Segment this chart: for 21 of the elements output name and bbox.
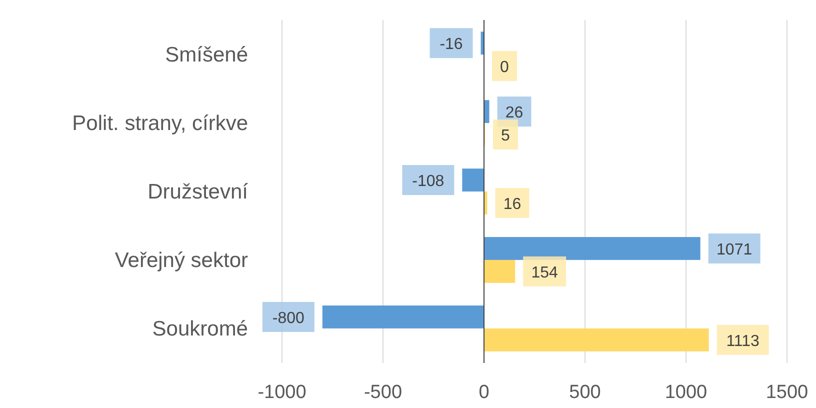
x-tick-label: -1000	[258, 382, 306, 403]
x-tick-label: 1500	[766, 382, 808, 403]
data-label: 154	[531, 264, 558, 282]
data-label: 0	[500, 59, 510, 76]
data-label: -800	[272, 310, 305, 327]
data-label: -16	[440, 36, 463, 54]
data-label: 5	[501, 128, 510, 145]
y-tick-label: Smíšené	[165, 44, 248, 67]
x-tick-label: 500	[569, 382, 601, 403]
x-tick-label: 1000	[664, 382, 708, 403]
data-label: -108	[412, 173, 444, 190]
data-label: 1071	[716, 241, 752, 258]
y-tick-label: Soukromé	[152, 317, 248, 340]
data-label: 26	[505, 104, 524, 122]
x-tick-label: 0	[478, 382, 490, 403]
y-tick-label: Družstevní	[148, 180, 248, 204]
y-tick-label: Polit. strany, církve	[72, 112, 248, 136]
y-tick-label: Veřejný sektor	[114, 248, 248, 272]
x-tick-label: -500	[364, 382, 402, 403]
data-label: 16	[503, 196, 522, 213]
data-label: 1113	[726, 332, 760, 350]
